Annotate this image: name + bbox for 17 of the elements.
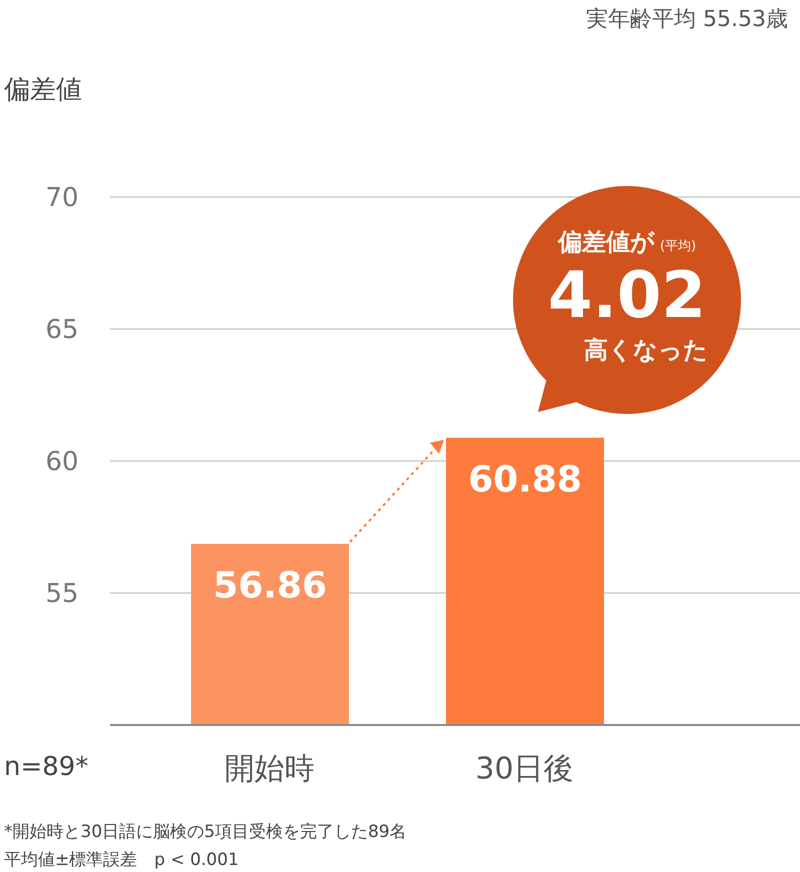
data-label: 60.88	[468, 459, 582, 500]
y-tick-label: 70	[45, 183, 79, 214]
text: 平均値±標準誤差 p < 0.001	[4, 849, 239, 871]
annotation: 偏差値が	[558, 228, 655, 256]
annotation: 高くなった	[583, 335, 709, 366]
annotation: 4.02	[547, 258, 707, 334]
x-tick-label: 30日後	[475, 751, 574, 786]
text: *開始時と30日語に脳検の5項目受検を完了した89名	[4, 821, 407, 843]
data-label: 56.86	[213, 565, 327, 606]
text: n=89*	[4, 752, 88, 782]
text: 実年齢平均 55.53歳	[586, 6, 788, 34]
y-tick-label: 55	[45, 579, 79, 610]
y-tick-label: 65	[45, 315, 79, 346]
annotation: (平均)	[660, 239, 696, 254]
y-axis-title: 偏差値	[4, 74, 82, 107]
y-tick-label: 60	[45, 447, 79, 478]
x-tick-label: 開始時	[224, 751, 314, 786]
